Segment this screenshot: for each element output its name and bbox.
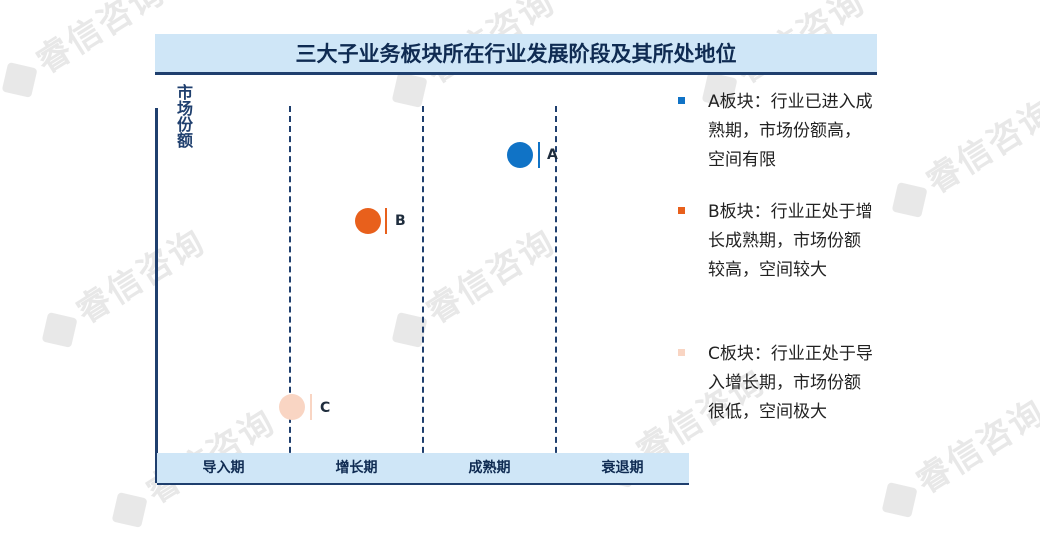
bubble-a-label: A: [547, 147, 558, 163]
stage-divider: [555, 106, 557, 483]
stage-label-decline: 衰退期: [601, 460, 644, 476]
stage-divider: [289, 106, 291, 483]
legend-marker-c: [678, 349, 685, 356]
diagram-title: 三大子业务板块所在行业发展阶段及其所处地位: [295, 42, 737, 66]
legend-text-b: B板块：行业正处于增长成熟期，市场份额较高，空间较大: [708, 202, 873, 280]
bubble-b: [355, 208, 381, 234]
bubble-a-tick: [538, 142, 540, 168]
legend-marker-a: [678, 97, 685, 104]
watermark: 睿信咨询: [881, 85, 1040, 224]
bubble-c-tick: [310, 394, 312, 420]
stage-label-intro: 导入期: [202, 460, 245, 476]
legend-text-c: C板块：行业正处于导入增长期，市场份额很低，空间极大: [708, 344, 873, 422]
watermark: 睿信咨询: [381, 215, 563, 354]
stage-divider: [422, 106, 424, 483]
bubble-c-label: C: [320, 400, 331, 416]
stage-band: 导入期 增长期 成熟期 衰退期: [157, 453, 689, 485]
legend-text-a: A板块：行业已进入成熟期，市场份额高，空间有限: [708, 92, 873, 170]
watermark: 睿信咨询: [0, 0, 173, 104]
y-axis-line: [155, 108, 158, 483]
title-bar: 三大子业务板块所在行业发展阶段及其所处地位: [155, 34, 877, 75]
y-axis-label: 市场份额: [174, 84, 193, 148]
legend-marker-b: [678, 207, 685, 214]
stage-label-maturity: 成熟期: [468, 460, 511, 476]
watermark: 睿信咨询: [871, 385, 1040, 524]
watermark: 睿信咨询: [31, 215, 213, 354]
stage-label-growth: 增长期: [335, 460, 378, 476]
bubble-a: [507, 142, 533, 168]
bubble-b-tick: [385, 208, 387, 234]
bubble-b-label: B: [395, 213, 406, 229]
bubble-c: [279, 394, 305, 420]
